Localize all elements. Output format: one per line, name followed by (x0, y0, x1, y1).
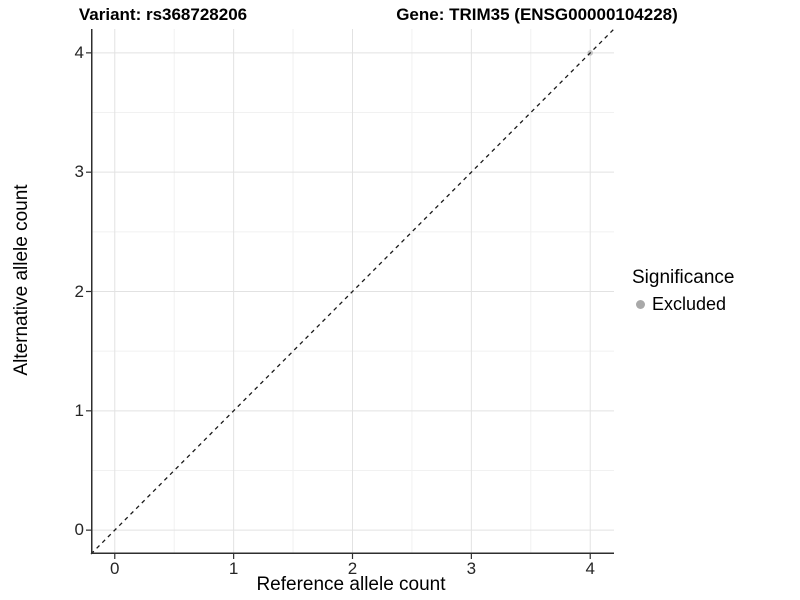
plot-canvas (86, 28, 615, 559)
legend-item-label: Excluded (652, 293, 727, 314)
x-tick-label: 4 (585, 559, 595, 578)
x-tick-label: 2 (347, 559, 358, 578)
legend-key (632, 296, 649, 313)
y-tick-label: 3 (74, 162, 84, 182)
y-tick-label: 4 (74, 43, 84, 63)
identity-reference-line (90, 28, 615, 555)
plot-title-variant: Variant: rs368728206 (78, 5, 248, 24)
legend-title: Significance (632, 267, 735, 288)
y-tick-label: 0 (74, 520, 84, 540)
y-tick-label: 2 (74, 281, 84, 301)
y-axis-title: Alternative allele count (11, 184, 32, 376)
x-tick-label: 1 (228, 559, 239, 578)
legend-items: Excluded (632, 294, 734, 315)
plot-title-gene: Gene: TRIM35 (ENSG00000104228) (396, 5, 678, 24)
legend-point-icon (636, 299, 645, 309)
x-tick-label: 0 (110, 559, 120, 578)
legend-item: Excluded (632, 294, 734, 315)
y-tick-label: 1 (74, 401, 84, 421)
plot-panel (86, 28, 615, 559)
legend: Significance Excluded (632, 267, 734, 315)
x-axis-title: Reference allele count (256, 574, 446, 595)
x-tick-label: 3 (466, 559, 477, 578)
